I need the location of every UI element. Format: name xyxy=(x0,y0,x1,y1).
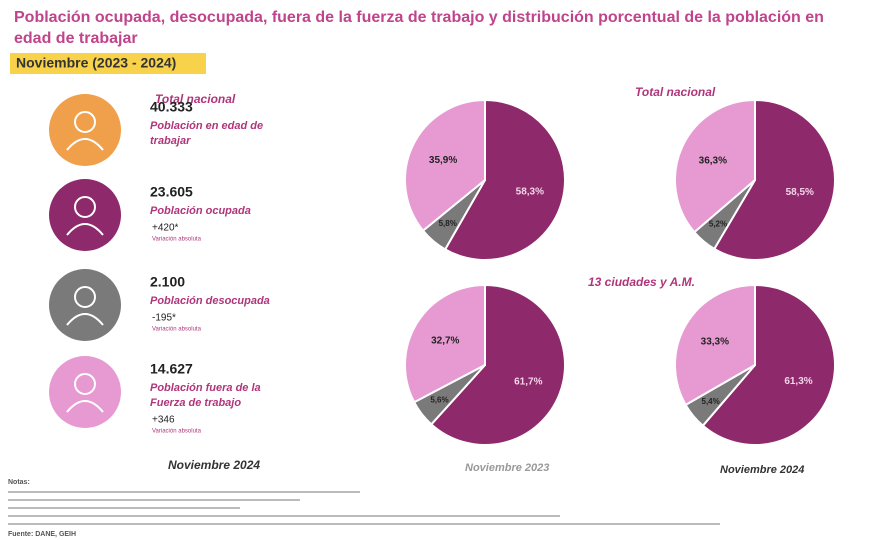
pie-slice xyxy=(443,98,566,261)
pie-label: 5,6% xyxy=(430,395,448,404)
pie-label: 58,5% xyxy=(786,187,814,198)
item-label: Población fuera de la xyxy=(150,382,261,394)
column-label: Noviembre 2023 xyxy=(465,462,549,474)
pie-label: 61,7% xyxy=(514,376,542,387)
item-label: trabajar xyxy=(150,135,191,147)
pie-label: 35,9% xyxy=(429,155,457,166)
note-heading: Notas: xyxy=(8,479,30,486)
row-label: 13 ciudades y A.M. xyxy=(588,275,695,289)
pie-label: 61,3% xyxy=(784,376,812,387)
pie-label: 5,4% xyxy=(702,397,720,406)
pie-slice xyxy=(701,283,836,446)
pie-label: 5,8% xyxy=(439,219,457,228)
icon-detail xyxy=(74,196,96,218)
icon xyxy=(49,269,121,341)
icon-detail xyxy=(66,138,104,151)
title: edad de trabajar xyxy=(14,30,138,47)
pie-label: 5,2% xyxy=(709,219,727,228)
pie-slice xyxy=(429,283,566,446)
item-label: Población ocupada xyxy=(150,205,251,217)
pie-label: 36,3% xyxy=(699,155,727,166)
icon xyxy=(49,94,121,166)
icon-detail xyxy=(74,111,96,133)
subtitle: Noviembre (2023 - 2024) xyxy=(16,55,176,71)
pie-slice xyxy=(674,98,756,234)
icon-detail xyxy=(66,313,104,326)
item-change-label: Variación absoluta xyxy=(152,429,202,435)
item-change-label: Variación absoluta xyxy=(152,237,202,243)
item-label: Población en edad de xyxy=(150,120,263,132)
pie-slice xyxy=(404,283,486,404)
pie-label: 33,3% xyxy=(701,336,729,347)
icon-detail xyxy=(74,373,96,395)
item-change-label: Variación absoluta xyxy=(152,327,202,333)
pie-slice xyxy=(712,98,836,261)
pie-label: 32,7% xyxy=(431,336,459,347)
row-label: Total nacional xyxy=(635,85,716,99)
pie-slice xyxy=(404,98,486,233)
item-change: +346 xyxy=(152,415,175,426)
item-change: +420* xyxy=(152,223,179,234)
source: Fuente: DANE, GEIH xyxy=(8,531,76,538)
title: Población ocupada, desocupada, fuera de … xyxy=(14,9,824,26)
icon-detail xyxy=(66,400,104,413)
item-change: -195* xyxy=(152,313,176,324)
summary-heading: Total nacional xyxy=(155,92,236,106)
pie-slice xyxy=(674,283,756,407)
item-number: 14.627 xyxy=(150,361,193,377)
icon-detail xyxy=(74,286,96,308)
item-number: 2.100 xyxy=(150,274,185,290)
column-label: Noviembre 2024 xyxy=(720,464,804,476)
summary-period: Noviembre 2024 xyxy=(168,458,260,472)
subtitle-bg xyxy=(10,53,206,74)
icon xyxy=(49,356,121,428)
item-label: Población desocupada xyxy=(150,295,270,307)
item-label: Fuerza de trabajo xyxy=(150,397,241,409)
pie-label: 58,3% xyxy=(516,187,544,198)
footnote-lines xyxy=(8,491,720,525)
icon xyxy=(49,179,121,251)
item-number: 23.605 xyxy=(150,184,193,200)
item-number: 40.333 xyxy=(150,99,193,115)
icon-detail xyxy=(66,223,104,236)
